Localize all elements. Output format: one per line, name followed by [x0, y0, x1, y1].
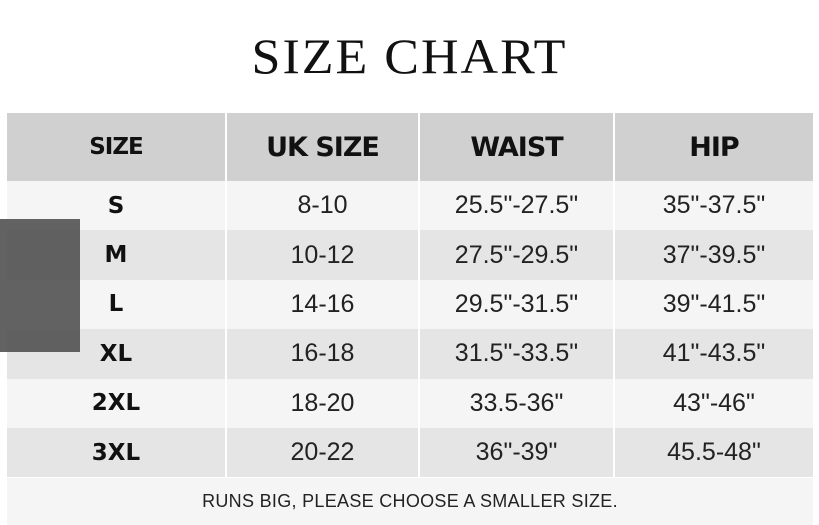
- cell-hip: 39"-41.5": [662, 289, 766, 318]
- header-hip: HIP: [689, 131, 739, 163]
- cell-waist: 31.5"-33.5": [420, 329, 615, 379]
- cell-size: S: [7, 181, 227, 231]
- table-row: S 8-10 25.5"-27.5" 35"-37.5": [7, 181, 813, 231]
- table-row: M 10-12 27.5"-29.5" 37"-39.5": [7, 230, 813, 280]
- cell-hip: 45.5-48": [667, 438, 761, 467]
- size-chart-table: SIZE UK SIZE WAIST HIP S 8-10 25.5"-27.5" 3…: [7, 113, 813, 478]
- table-row: 2XL 18-20 33.5-36" 43"-46": [7, 378, 813, 428]
- header-waist: WAIST: [420, 113, 615, 181]
- table-row: L 14-16 29.5"-31.5" 39"-41.5": [7, 279, 813, 330]
- cell-uk-size: 14-16: [227, 279, 420, 330]
- table-row: 3XL 20-22 36"-39" 45.5-48": [7, 427, 813, 478]
- cell-waist: 27.5"-29.5": [420, 230, 615, 280]
- cell-hip: 43"-46": [673, 388, 755, 417]
- header-uk-size: UK SIZE: [227, 113, 420, 181]
- cell-size: L: [7, 279, 227, 330]
- cell-size: 3XL: [7, 427, 227, 478]
- cell-uk-size: 10-12: [227, 230, 420, 280]
- header-size: SIZE: [7, 113, 227, 181]
- cell-size: 2XL: [7, 378, 227, 428]
- cell-uk-size: 18-20: [227, 378, 420, 428]
- cell-size: M: [7, 230, 227, 280]
- cell-size: XL: [7, 329, 227, 379]
- cell-hip: 41"-43.5": [662, 339, 766, 368]
- footer-note: RUNS BIG, PLEASE CHOOSE A SMALLER SIZE.: [7, 478, 813, 525]
- cell-waist: 25.5"-27.5": [420, 181, 615, 231]
- cell-hip: 37"-39.5": [662, 240, 766, 269]
- table-header-row: SIZE UK SIZE WAIST HIP: [7, 113, 813, 181]
- cell-uk-size: 16-18: [227, 329, 420, 379]
- cell-waist: 33.5-36": [420, 378, 615, 428]
- page-title: SIZE CHART: [251, 30, 568, 85]
- cell-hip: 35"-37.5": [662, 191, 766, 220]
- cell-waist: 29.5"-31.5": [420, 279, 615, 330]
- cell-uk-size: 8-10: [227, 181, 420, 231]
- cell-waist: 36"-39": [420, 427, 615, 478]
- gray-overlay-box: [0, 219, 80, 352]
- table-row: XL 16-18 31.5"-33.5" 41"-43.5": [7, 329, 813, 379]
- cell-uk-size: 20-22: [227, 427, 420, 478]
